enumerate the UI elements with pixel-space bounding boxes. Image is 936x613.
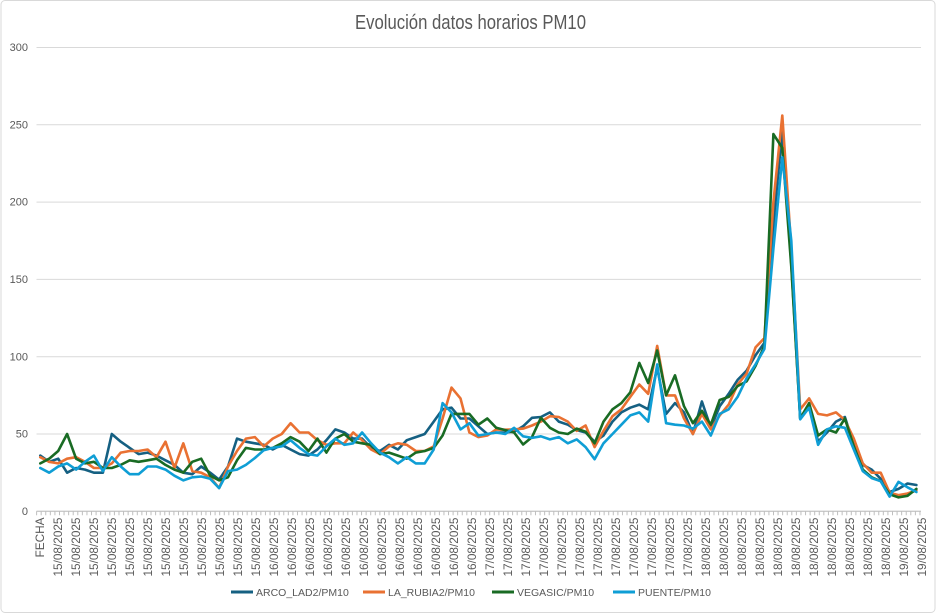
svg-text:PUENTE/PM10: PUENTE/PM10 (638, 587, 711, 599)
svg-text:16/08/2025: 16/08/2025 (285, 517, 299, 576)
svg-text:16/08/2025: 16/08/2025 (339, 517, 353, 576)
svg-text:17/08/2025: 17/08/2025 (483, 517, 497, 576)
svg-text:16/08/2025: 16/08/2025 (267, 517, 281, 576)
svg-text:17/08/2025: 17/08/2025 (519, 517, 533, 576)
svg-text:15/08/2025: 15/08/2025 (141, 517, 155, 576)
svg-text:17/08/2025: 17/08/2025 (591, 517, 605, 576)
svg-text:15/08/2025: 15/08/2025 (105, 517, 119, 576)
svg-text:16/08/2025: 16/08/2025 (465, 517, 479, 576)
svg-text:15/08/2025: 15/08/2025 (249, 517, 263, 576)
svg-text:17/08/2025: 17/08/2025 (663, 517, 677, 576)
svg-text:19/08/2025: 19/08/2025 (897, 517, 911, 576)
svg-text:17/08/2025: 17/08/2025 (501, 517, 515, 576)
svg-text:16/08/2025: 16/08/2025 (321, 517, 335, 576)
svg-text:18/08/2025: 18/08/2025 (789, 517, 803, 576)
svg-text:0: 0 (22, 506, 28, 518)
svg-text:VEGASIC/PM10: VEGASIC/PM10 (517, 587, 594, 599)
svg-text:18/08/2025: 18/08/2025 (843, 517, 857, 576)
svg-text:17/08/2025: 17/08/2025 (555, 517, 569, 576)
svg-text:17/08/2025: 17/08/2025 (537, 517, 551, 576)
svg-text:17/08/2025: 17/08/2025 (573, 517, 587, 576)
svg-text:16/08/2025: 16/08/2025 (303, 517, 317, 576)
svg-text:18/08/2025: 18/08/2025 (735, 517, 749, 576)
svg-text:15/08/2025: 15/08/2025 (159, 517, 173, 576)
svg-text:15/08/2025: 15/08/2025 (69, 517, 83, 576)
svg-text:250: 250 (10, 119, 28, 131)
svg-text:15/08/2025: 15/08/2025 (195, 517, 209, 576)
svg-text:150: 150 (10, 274, 28, 286)
svg-text:18/08/2025: 18/08/2025 (879, 517, 893, 576)
svg-text:100: 100 (10, 351, 28, 363)
svg-text:16/08/2025: 16/08/2025 (357, 517, 371, 576)
svg-text:50: 50 (16, 429, 28, 441)
svg-text:16/08/2025: 16/08/2025 (375, 517, 389, 576)
svg-text:ARCO_LAD2/PM10: ARCO_LAD2/PM10 (256, 587, 349, 599)
svg-text:17/08/2025: 17/08/2025 (609, 517, 623, 576)
svg-text:LA_RUBIA2/PM10: LA_RUBIA2/PM10 (388, 587, 475, 599)
svg-text:18/08/2025: 18/08/2025 (807, 517, 821, 576)
svg-text:15/08/2025: 15/08/2025 (87, 517, 101, 576)
svg-text:17/08/2025: 17/08/2025 (681, 517, 695, 576)
svg-text:15/08/2025: 15/08/2025 (177, 517, 191, 576)
svg-text:18/08/2025: 18/08/2025 (753, 517, 767, 576)
svg-text:18/08/2025: 18/08/2025 (825, 517, 839, 576)
svg-text:15/08/2025: 15/08/2025 (231, 517, 245, 576)
svg-text:16/08/2025: 16/08/2025 (429, 517, 443, 576)
svg-text:18/08/2025: 18/08/2025 (771, 517, 785, 576)
svg-text:16/08/2025: 16/08/2025 (411, 517, 425, 576)
svg-text:18/08/2025: 18/08/2025 (861, 517, 875, 576)
svg-text:19/08/2025: 19/08/2025 (915, 517, 929, 576)
svg-text:Evolución datos horarios PM10: Evolución datos horarios PM10 (355, 12, 586, 34)
svg-text:17/08/2025: 17/08/2025 (645, 517, 659, 576)
svg-text:17/08/2025: 17/08/2025 (627, 517, 641, 576)
svg-text:18/08/2025: 18/08/2025 (717, 517, 731, 576)
svg-text:FECHA: FECHA (33, 517, 47, 557)
svg-text:15/08/2025: 15/08/2025 (51, 517, 65, 576)
svg-text:16/08/2025: 16/08/2025 (393, 517, 407, 576)
svg-text:15/08/2025: 15/08/2025 (213, 517, 227, 576)
svg-text:15/08/2025: 15/08/2025 (123, 517, 137, 576)
svg-text:300: 300 (10, 42, 28, 54)
svg-text:200: 200 (10, 197, 28, 209)
svg-text:18/08/2025: 18/08/2025 (699, 517, 713, 576)
svg-text:16/08/2025: 16/08/2025 (447, 517, 461, 576)
